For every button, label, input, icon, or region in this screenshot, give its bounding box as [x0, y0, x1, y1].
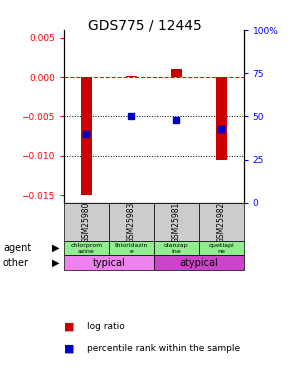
Text: typical: typical: [93, 258, 125, 268]
Text: percentile rank within the sample: percentile rank within the sample: [87, 344, 240, 353]
Text: GSM25981: GSM25981: [172, 201, 181, 243]
Text: GSM25980: GSM25980: [82, 201, 91, 243]
Bar: [81, 77, 92, 195]
Bar: [126, 76, 137, 77]
Text: ■: ■: [64, 321, 74, 331]
Text: quetiapi
ne: quetiapi ne: [208, 243, 234, 254]
Text: ■: ■: [64, 344, 74, 354]
Text: olanzap
ine: olanzap ine: [164, 243, 189, 254]
Text: GSM25983: GSM25983: [127, 201, 136, 243]
Text: agent: agent: [3, 243, 31, 253]
Bar: [199, 241, 244, 255]
Text: atypical: atypical: [179, 258, 218, 268]
Bar: [64, 255, 154, 270]
Text: GDS775 / 12445: GDS775 / 12445: [88, 19, 202, 33]
Bar: [171, 69, 182, 77]
Bar: [199, 203, 244, 241]
Bar: [64, 241, 109, 255]
Text: log ratio: log ratio: [87, 322, 125, 331]
Bar: [109, 203, 154, 241]
Text: other: other: [3, 258, 29, 268]
Bar: [215, 77, 227, 160]
Text: GSM25982: GSM25982: [217, 201, 226, 243]
Bar: [64, 203, 109, 241]
Bar: [154, 255, 244, 270]
Text: ▶: ▶: [52, 243, 60, 253]
Text: chlorprom
azine: chlorprom azine: [70, 243, 102, 254]
Bar: [109, 241, 154, 255]
Text: ▶: ▶: [52, 258, 60, 268]
Bar: [154, 203, 199, 241]
Bar: [154, 241, 199, 255]
Text: thioridazin
e: thioridazin e: [115, 243, 148, 254]
